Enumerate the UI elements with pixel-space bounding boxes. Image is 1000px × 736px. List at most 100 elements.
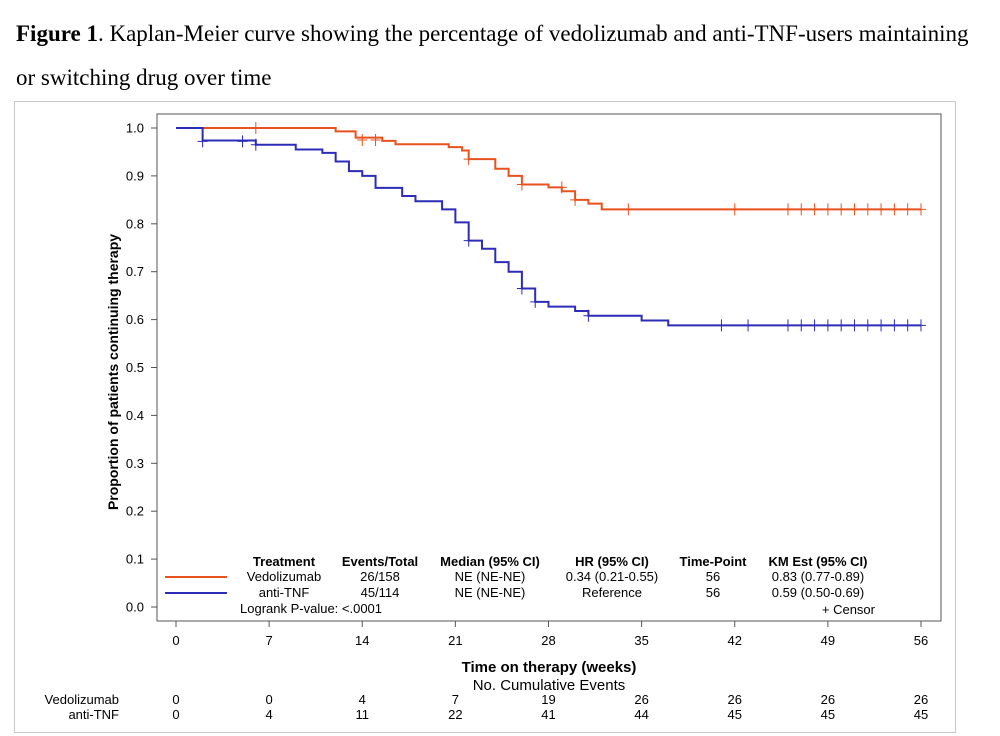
vedolizumab-censor-mark bbox=[876, 203, 887, 216]
legend-header: Events/Total bbox=[342, 554, 418, 569]
vedolizumab-censor-mark bbox=[849, 203, 860, 216]
vedolizumab-curve bbox=[176, 127, 921, 211]
anti-tnf-censor-mark bbox=[849, 319, 860, 332]
legend: Treatment Events/Total Median (95% CI) HR (… bbox=[165, 554, 876, 617]
vedolizumab-censor-mark bbox=[570, 193, 581, 206]
x-tick-label: 49 bbox=[821, 633, 835, 648]
vedolizumab-censor-mark bbox=[357, 133, 368, 146]
x-tick-label: 28 bbox=[541, 633, 555, 648]
vedolizumab-censor-mark bbox=[516, 178, 527, 191]
x-tick-label: 21 bbox=[448, 633, 462, 648]
anti-tnf-censor-mark bbox=[250, 138, 261, 151]
vedolizumab-censor-mark bbox=[556, 181, 567, 194]
figure-caption: Figure 1. Kaplan-Meier curve showing the… bbox=[16, 12, 976, 100]
figure-label: Figure 1 bbox=[16, 21, 98, 46]
vedolizumab-censor-mark bbox=[250, 122, 261, 134]
risk-table-title: No. Cumulative Events bbox=[473, 677, 626, 694]
risk-cell: 45 bbox=[728, 707, 742, 722]
censor-legend: + Censor bbox=[822, 602, 876, 617]
legend-cell: NE (NE-NE) bbox=[455, 585, 526, 600]
risk-cell: 26 bbox=[728, 692, 742, 707]
risk-cell: 26 bbox=[634, 692, 648, 707]
risk-cell: 26 bbox=[821, 692, 835, 707]
legend-cell: 0.83 (0.77-0.89) bbox=[772, 569, 865, 584]
anti-tnf-censor-mark bbox=[876, 319, 887, 332]
risk-cell: 26 bbox=[914, 692, 928, 707]
legend-cell: 45/114 bbox=[361, 585, 400, 600]
legend-cell: Vedolizumab bbox=[247, 569, 321, 584]
legend-header: Time-Point bbox=[680, 554, 748, 569]
legend-cell: 56 bbox=[706, 569, 720, 584]
x-tick-label: 7 bbox=[266, 633, 273, 648]
anti-tnf-censor-mark bbox=[197, 135, 208, 148]
vedolizumab-censor-mark bbox=[889, 203, 900, 216]
y-tick-label: 0.3 bbox=[126, 456, 144, 471]
y-axis-label: Proportion of patients continuing therap… bbox=[105, 234, 121, 510]
y-tick-label: 0.8 bbox=[126, 216, 144, 231]
legend-cell: anti-TNF bbox=[259, 585, 310, 600]
anti-tnf-censor-mark bbox=[463, 234, 474, 247]
vedolizumab-censor-mark bbox=[623, 203, 634, 216]
risk-cell: 7 bbox=[452, 692, 459, 707]
y-tick-label: 1.0 bbox=[126, 121, 144, 136]
legend-cell: Reference bbox=[582, 585, 642, 600]
risk-cell: 22 bbox=[448, 707, 462, 722]
logrank-pvalue: Logrank P-value: <.0001 bbox=[240, 601, 382, 616]
risk-cell: 11 bbox=[356, 707, 370, 722]
y-tick-label: 0.0 bbox=[126, 600, 144, 615]
risk-row-label: anti-TNF bbox=[68, 707, 119, 722]
x-tick-label: 56 bbox=[914, 633, 928, 648]
risk-cell: 44 bbox=[634, 707, 648, 722]
vedolizumab-censor-mark bbox=[729, 203, 740, 216]
plot-area bbox=[156, 113, 942, 622]
anti-tnf-censor-mark bbox=[889, 319, 900, 332]
survival-curves bbox=[176, 122, 926, 332]
vedolizumab-censor-mark bbox=[902, 203, 913, 216]
y-tick-label: 0.1 bbox=[126, 552, 144, 567]
legend-cell: 0.59 (0.50-0.69) bbox=[772, 585, 865, 600]
x-tick-label: 35 bbox=[634, 633, 648, 648]
y-tick-label: 0.7 bbox=[126, 264, 144, 279]
anti-tnf-censor-mark bbox=[862, 319, 873, 332]
anti-tnf-censor-mark bbox=[822, 319, 833, 332]
legend-cell: 56 bbox=[706, 585, 720, 600]
legend-header: Treatment bbox=[253, 554, 316, 569]
vedolizumab-censor-mark bbox=[809, 203, 820, 216]
anti-tnf-censor-mark bbox=[530, 295, 541, 308]
anti-tnf-censor-mark bbox=[809, 319, 820, 332]
vedolizumab-censor-mark bbox=[796, 203, 807, 216]
anti-tnf-curve bbox=[176, 127, 921, 327]
x-tick-label: 14 bbox=[355, 633, 369, 648]
y-tick-label: 0.2 bbox=[126, 504, 144, 519]
anti-tnf-censor-mark bbox=[743, 319, 754, 332]
anti-tnf-censor-mark bbox=[237, 135, 248, 148]
anti-tnf-censor-mark bbox=[716, 319, 727, 332]
risk-cell: 0 bbox=[172, 707, 179, 722]
risk-cell: 45 bbox=[821, 707, 835, 722]
y-axis: 0.0 0.1 0.2 0.3 0.4 0.5 0.6 0.7 0.8 0.9 1.0 bbox=[126, 121, 157, 615]
anti-tnf-censor-mark bbox=[782, 319, 793, 332]
x-tick-label: 0 bbox=[172, 633, 179, 648]
y-tick-label: 0.4 bbox=[126, 408, 144, 423]
vedolizumab-censor-mark bbox=[822, 203, 833, 216]
risk-cell: 45 bbox=[914, 707, 928, 722]
anti-tnf-censor-mark bbox=[902, 319, 913, 332]
x-tick-label: 42 bbox=[728, 633, 742, 648]
vedolizumab-censor-mark bbox=[916, 203, 926, 216]
anti-tnf-censor-mark bbox=[796, 319, 807, 332]
y-tick-label: 0.9 bbox=[126, 168, 144, 183]
risk-cell: 19 bbox=[541, 692, 555, 707]
legend-cell: 26/158 bbox=[360, 569, 400, 584]
legend-cell: NE (NE-NE) bbox=[455, 569, 526, 584]
x-axis: 0 7 14 21 28 35 42 49 56 bbox=[172, 621, 928, 648]
vedolizumab-censor-mark bbox=[862, 203, 873, 216]
risk-cell: 4 bbox=[359, 692, 366, 707]
figure-caption-text: . Kaplan-Meier curve showing the percent… bbox=[16, 21, 969, 90]
anti-tnf-censor-mark bbox=[836, 319, 847, 332]
risk-row-label: Vedolizumab bbox=[45, 692, 119, 707]
legend-cell: 0.34 (0.21-0.55) bbox=[566, 569, 659, 584]
risk-cell: 4 bbox=[266, 707, 273, 722]
anti-tnf-censor-mark bbox=[916, 319, 926, 332]
